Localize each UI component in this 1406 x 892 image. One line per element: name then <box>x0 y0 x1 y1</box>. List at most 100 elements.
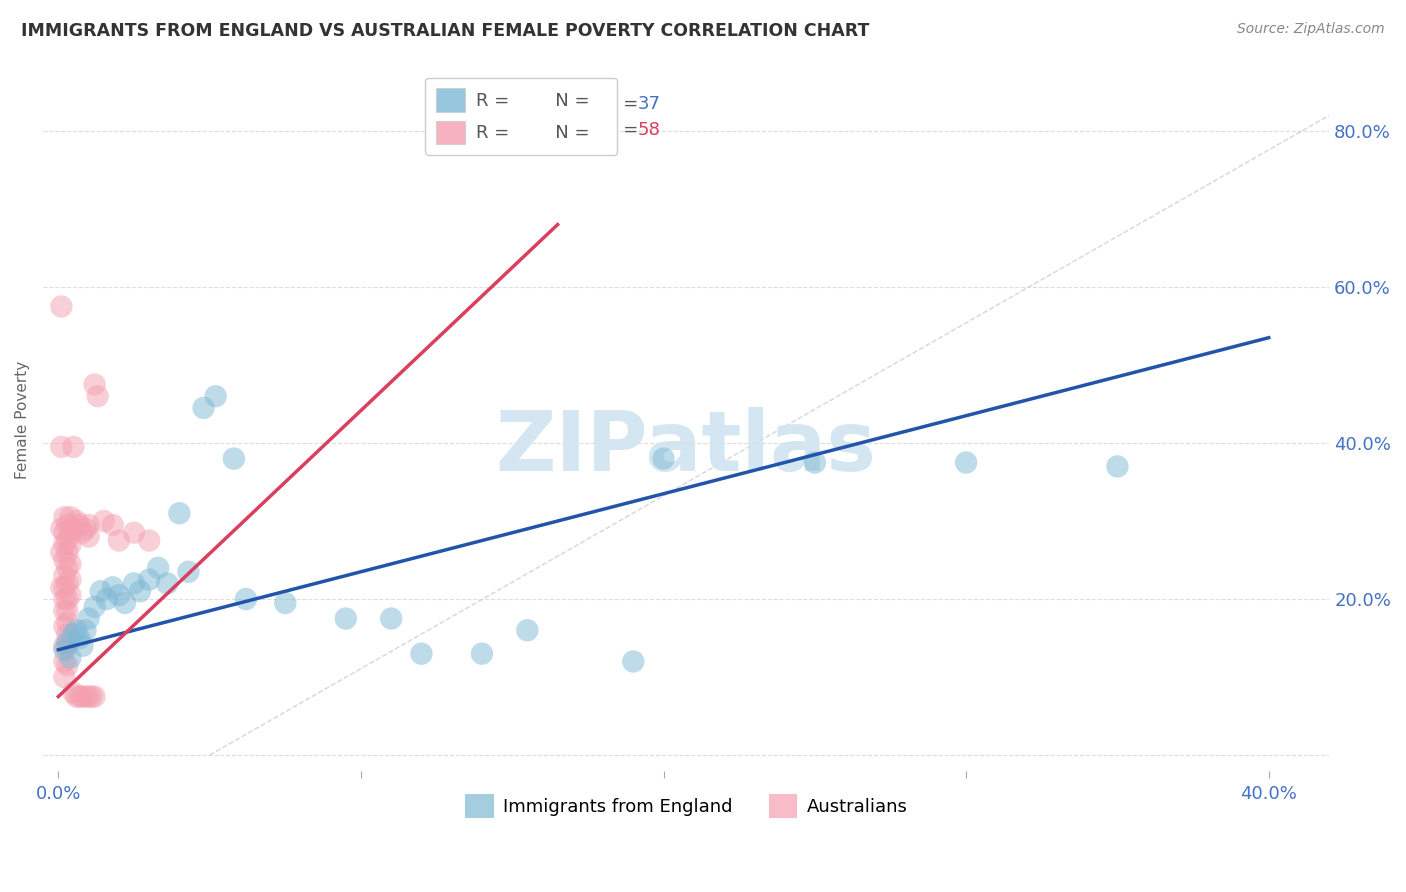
Point <box>59 650 82 665</box>
Point <box>53 580 76 594</box>
Point <box>101 517 124 532</box>
Point <box>96 592 118 607</box>
Point <box>77 517 100 532</box>
Point <box>62 686 84 700</box>
Point <box>138 573 160 587</box>
Point <box>83 599 105 614</box>
Point <box>108 588 131 602</box>
Point <box>51 545 73 559</box>
Point <box>69 631 91 645</box>
Point <box>53 525 76 540</box>
Point <box>169 506 191 520</box>
Point <box>56 615 79 630</box>
Text: ZIPatlas: ZIPatlas <box>496 407 877 488</box>
Point <box>62 627 84 641</box>
Point <box>90 584 112 599</box>
Legend: Immigrants from England, Australians: Immigrants from England, Australians <box>458 788 915 825</box>
Point <box>53 604 76 618</box>
Point <box>65 514 87 528</box>
Point <box>56 604 79 618</box>
Point <box>56 561 79 575</box>
Text: 58: 58 <box>637 121 661 139</box>
Point <box>138 533 160 548</box>
Point <box>51 440 73 454</box>
Point <box>53 619 76 633</box>
Point <box>53 655 76 669</box>
Point <box>69 517 91 532</box>
Text: Source: ZipAtlas.com: Source: ZipAtlas.com <box>1237 22 1385 37</box>
Point <box>53 568 76 582</box>
Text: N =: N = <box>605 95 638 113</box>
Point <box>114 596 136 610</box>
Point <box>53 670 76 684</box>
Text: 37: 37 <box>637 95 661 113</box>
Point <box>93 514 115 528</box>
Point <box>56 592 79 607</box>
Point <box>53 537 76 551</box>
Point <box>1107 459 1129 474</box>
Point <box>122 576 145 591</box>
Point <box>72 525 94 540</box>
Point <box>86 389 108 403</box>
Point <box>53 642 76 657</box>
Point <box>75 522 97 536</box>
Point <box>156 576 179 591</box>
Point <box>72 690 94 704</box>
Point <box>193 401 215 415</box>
Point <box>77 530 100 544</box>
Point <box>62 440 84 454</box>
Text: IMMIGRANTS FROM ENGLAND VS AUSTRALIAN FEMALE POVERTY CORRELATION CHART: IMMIGRANTS FROM ENGLAND VS AUSTRALIAN FE… <box>21 22 869 40</box>
Point <box>80 690 103 704</box>
Point <box>652 451 675 466</box>
Point <box>235 592 257 607</box>
Point <box>804 456 827 470</box>
Point <box>59 557 82 571</box>
Point <box>177 565 200 579</box>
Point <box>56 576 79 591</box>
Point <box>83 377 105 392</box>
Point <box>59 588 82 602</box>
Point <box>108 533 131 548</box>
Point <box>53 510 76 524</box>
Point <box>122 525 145 540</box>
Point <box>75 690 97 704</box>
Point <box>83 690 105 704</box>
Point <box>101 580 124 594</box>
Text: R =: R = <box>478 95 512 113</box>
Point <box>59 510 82 524</box>
Point <box>56 635 79 649</box>
Point <box>56 517 79 532</box>
Point <box>56 658 79 673</box>
Point <box>129 584 152 599</box>
Point <box>59 525 82 540</box>
Point <box>51 300 73 314</box>
Point <box>471 647 494 661</box>
Point <box>516 624 538 638</box>
Y-axis label: Female Poverty: Female Poverty <box>15 360 30 479</box>
Point <box>62 522 84 536</box>
Text: R =: R = <box>478 121 512 139</box>
Point <box>77 611 100 625</box>
Point <box>53 592 76 607</box>
Point <box>59 537 82 551</box>
Point <box>56 533 79 548</box>
Point <box>621 655 644 669</box>
Point <box>56 627 79 641</box>
Point <box>148 561 170 575</box>
Point <box>51 580 73 594</box>
Point <box>77 690 100 704</box>
Point <box>222 451 245 466</box>
Point <box>53 639 76 653</box>
Point <box>65 690 87 704</box>
Text: N =: N = <box>605 121 638 139</box>
Text: 0.533: 0.533 <box>534 95 586 113</box>
Point <box>274 596 297 610</box>
Point <box>65 624 87 638</box>
Point <box>204 389 226 403</box>
Point <box>56 639 79 653</box>
Point <box>53 553 76 567</box>
Point <box>69 690 91 704</box>
Point <box>955 456 977 470</box>
Point <box>380 611 402 625</box>
Point <box>56 545 79 559</box>
